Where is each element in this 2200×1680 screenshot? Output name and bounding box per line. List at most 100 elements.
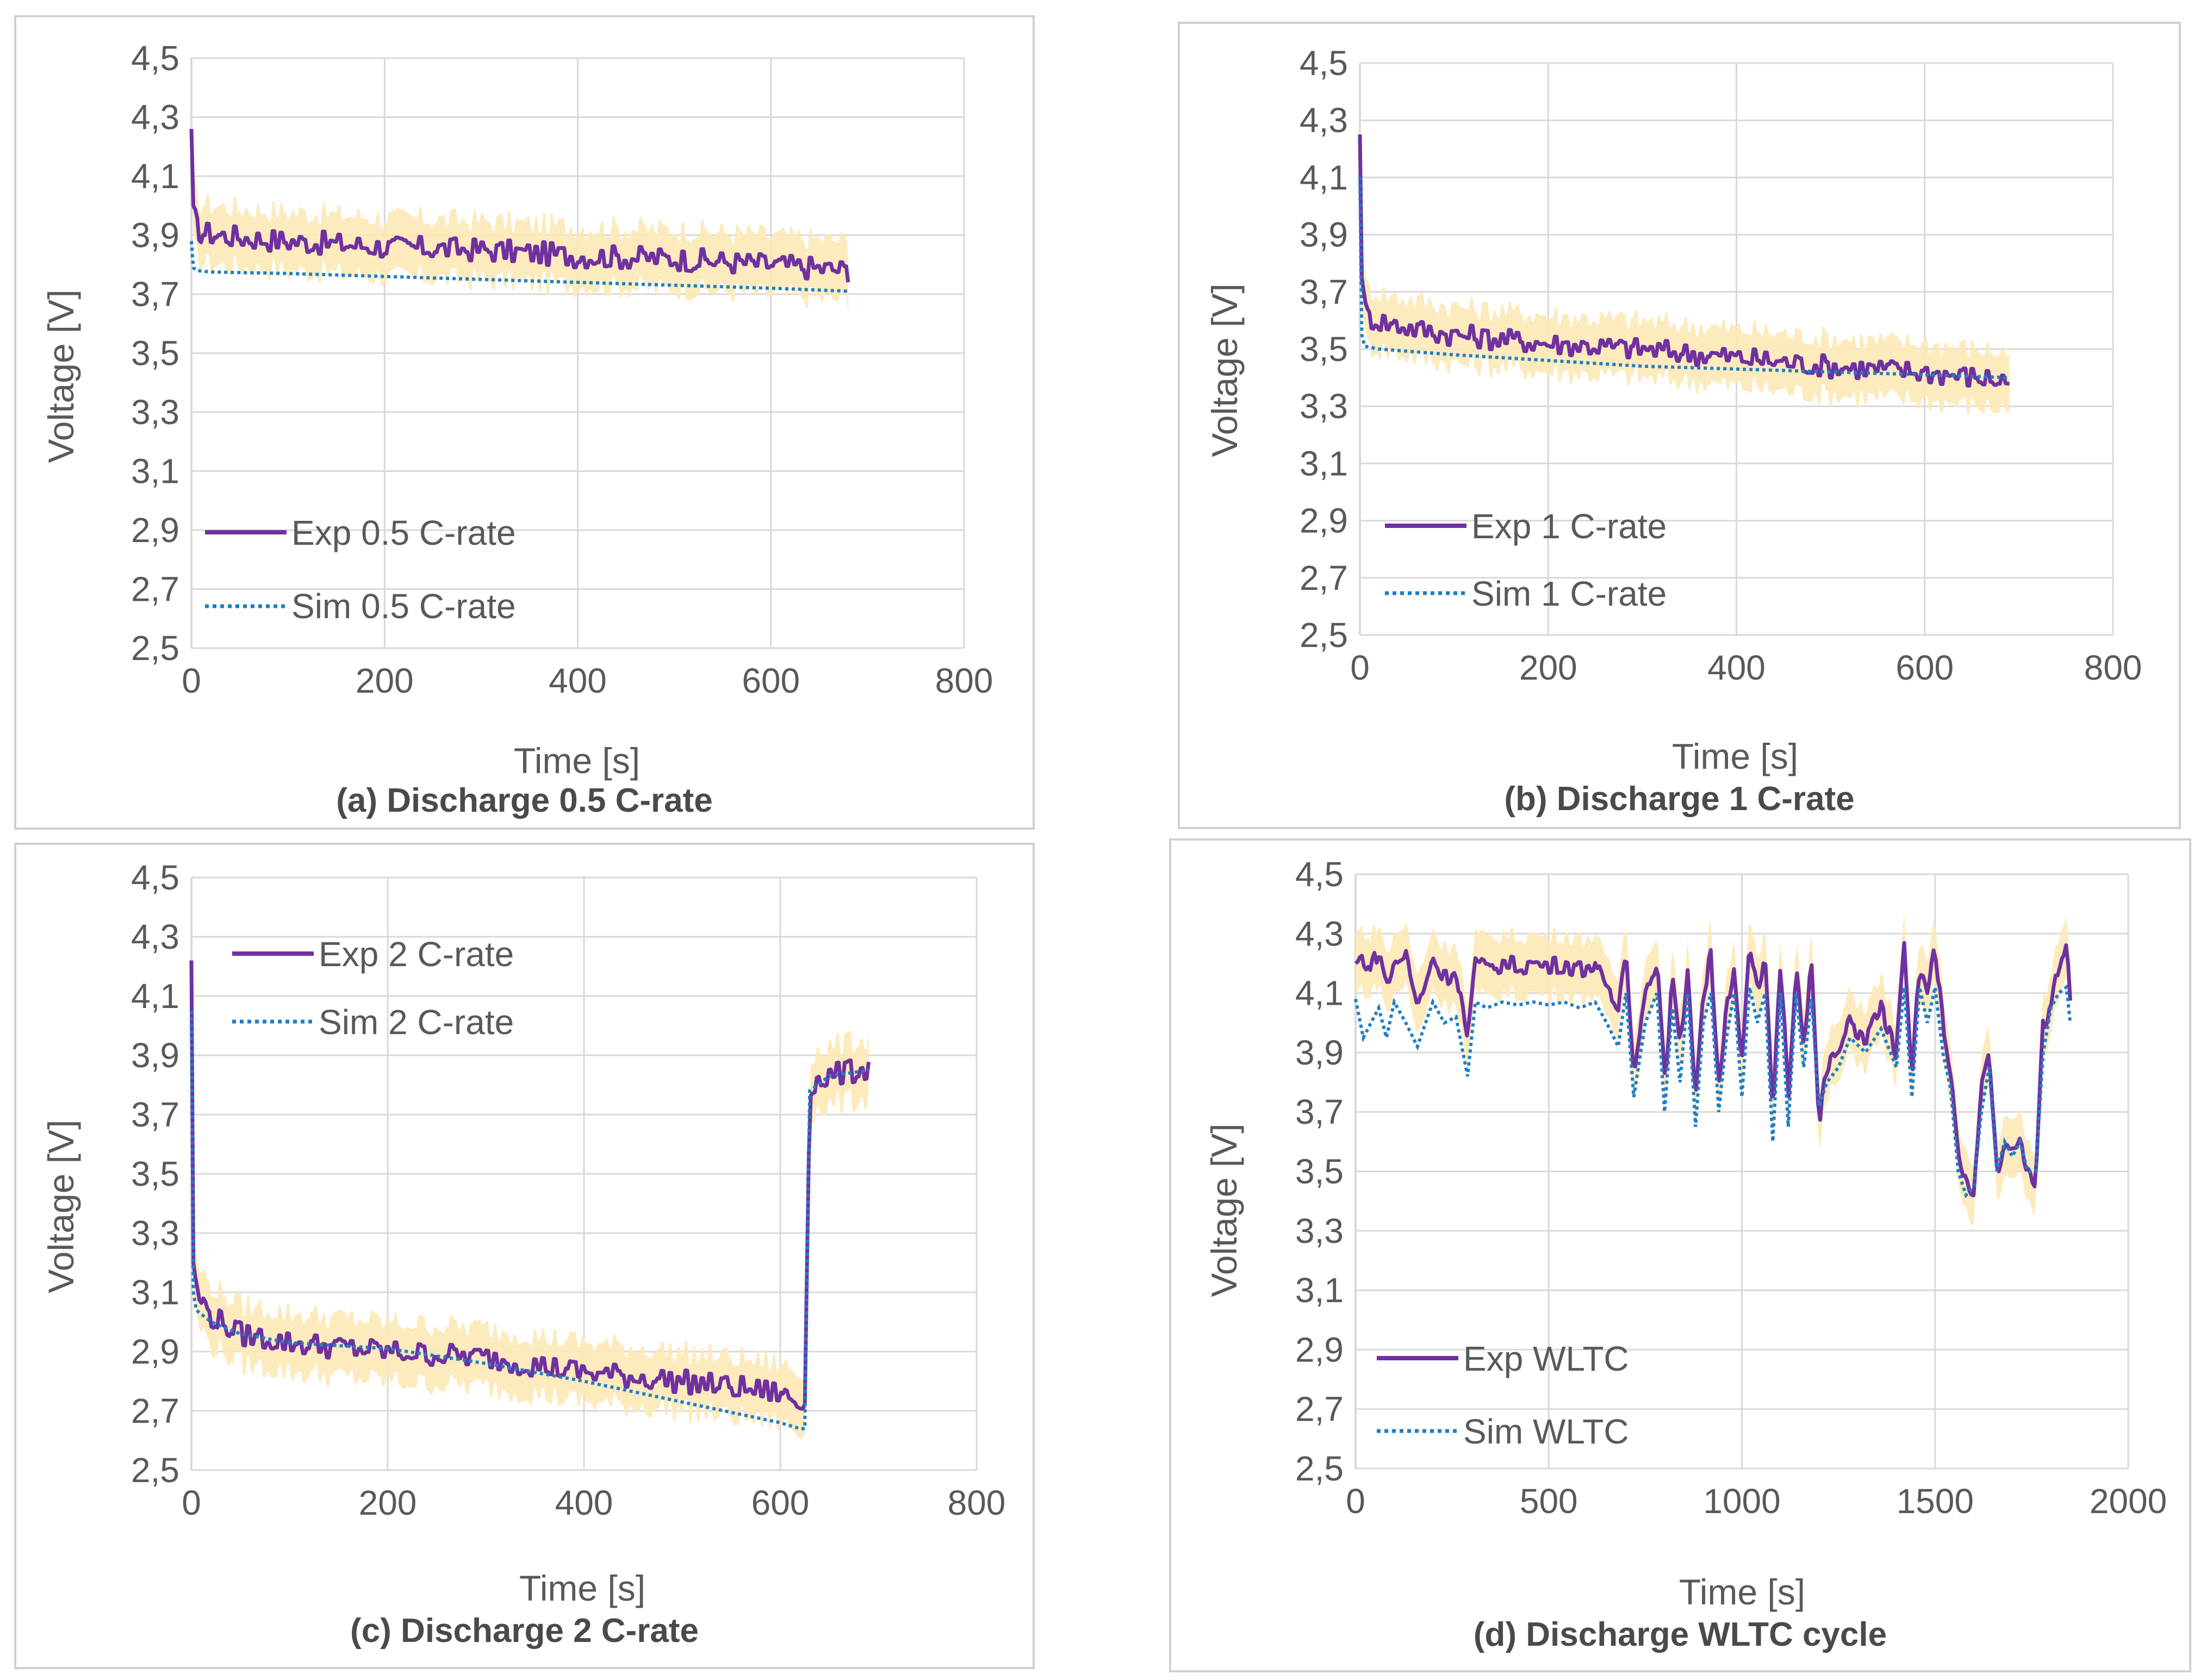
y-tick-label: 3,5 xyxy=(1295,1152,1344,1191)
bands-b xyxy=(1360,105,2010,414)
y-tick-label: 3,1 xyxy=(1300,444,1348,483)
x-tick-label: 200 xyxy=(359,1483,417,1522)
y-tick-label: 3,5 xyxy=(1300,329,1348,369)
chart-caption-b: (b) Discharge 1 C-rate xyxy=(1504,780,1855,818)
y-tick-label: 2,5 xyxy=(1295,1449,1344,1488)
legend-label-exp: Exp WLTC xyxy=(1463,1339,1629,1378)
x-tick-label: 0 xyxy=(1346,1482,1365,1521)
y-tick-label: 4,3 xyxy=(1295,914,1344,953)
y-tick-label: 4,3 xyxy=(131,98,179,137)
y-tick-label: 2,9 xyxy=(131,1332,179,1371)
ticks-a: 2,5 2,7 2,9 3,1 3,3 3,5 3,7 3,9 4,1 4,3 4,5 0 200 400… xyxy=(131,39,993,700)
series-a xyxy=(189,129,850,293)
chart-svg-c: 2,5 2,7 2,9 3,1 3,3 3,5 3,7 3,9 4,1 4,3 4,5 0 200 400… xyxy=(41,858,1005,1608)
x-tick-label: 800 xyxy=(948,1483,1006,1522)
ticks-d: 2,5 2,7 2,9 3,1 3,3 3,5 3,7 3,9 4,1 4,3 4,5 0 500 100… xyxy=(1295,855,2167,1521)
y-axis-title: Voltage [V] xyxy=(1204,1123,1244,1297)
series-line-exp xyxy=(189,129,850,283)
y-tick-label: 3,9 xyxy=(1295,1033,1344,1072)
legend-label-exp: Exp 2 C-rate xyxy=(319,935,514,974)
chart-svg-b: 2,5 2,7 2,9 3,1 3,3 3,5 3,7 3,9 4,1 4,3 4,5 0 200 400… xyxy=(1204,43,2142,776)
y-tick-label: 3,9 xyxy=(131,216,179,255)
chart-panel-d: 2,5 2,7 2,9 3,1 3,3 3,5 3,7 3,9 4,1 4,3 4,5 0 500 100… xyxy=(1169,838,2191,1672)
y-tick-label: 3,3 xyxy=(1295,1211,1344,1250)
x-tick-label: 400 xyxy=(1707,648,1766,687)
y-tick-label: 4,3 xyxy=(1300,101,1348,140)
series-line-sim xyxy=(1354,984,2072,1199)
legend-label-sim: Sim WLTC xyxy=(1463,1412,1629,1451)
y-tick-label: 3,7 xyxy=(1300,272,1348,312)
x-tick-label: 0 xyxy=(1350,648,1370,687)
legend-label-exp: Exp 1 C-rate xyxy=(1471,507,1667,546)
y-tick-label: 3,7 xyxy=(1295,1092,1344,1131)
x-tick-label: 800 xyxy=(935,661,993,700)
error-band xyxy=(1356,913,2071,1225)
y-tick-label: 4,1 xyxy=(1300,158,1348,197)
x-axis-title: Time [s] xyxy=(1672,736,1798,776)
ticks-b: 2,5 2,7 2,9 3,1 3,3 3,5 3,7 3,9 4,1 4,3 4,5 0 200 400… xyxy=(1300,43,2142,687)
y-tick-label: 3,1 xyxy=(1295,1271,1344,1310)
x-tick-label: 0 xyxy=(182,1483,201,1522)
error-band xyxy=(191,931,869,1439)
chart-caption-d: (d) Discharge WLTC cycle xyxy=(1473,1616,1887,1653)
chart-panel-b: 2,5 2,7 2,9 3,1 3,3 3,5 3,7 3,9 4,1 4,3 4,5 0 200 400… xyxy=(1178,22,2181,829)
error-band xyxy=(1360,105,2010,414)
y-tick-label: 3,7 xyxy=(131,275,179,314)
y-tick-label: 3,7 xyxy=(131,1095,179,1134)
y-tick-label: 4,5 xyxy=(131,858,179,897)
legend-label-sim: Sim 2 C-rate xyxy=(319,1003,514,1042)
grid-a xyxy=(190,57,965,649)
y-tick-label: 4,5 xyxy=(1295,855,1344,894)
y-tick-label: 2,5 xyxy=(1300,615,1348,655)
ticks-c: 2,5 2,7 2,9 3,1 3,3 3,5 3,7 3,9 4,1 4,3 4,5 0 200 400… xyxy=(131,858,1005,1522)
chart-svg-a: 2,5 2,7 2,9 3,1 3,3 3,5 3,7 3,9 4,1 4,3 4,5 0 200 400… xyxy=(41,39,993,781)
y-tick-label: 4,5 xyxy=(1300,43,1348,83)
x-tick-label: 600 xyxy=(1896,648,1954,687)
y-tick-label: 4,1 xyxy=(131,976,179,1016)
x-tick-label: 400 xyxy=(555,1483,613,1522)
chart-svg-d: 2,5 2,7 2,9 3,1 3,3 3,5 3,7 3,9 4,1 4,3 4,5 0 500 100… xyxy=(1204,855,2167,1612)
x-tick-label: 200 xyxy=(1519,648,1577,687)
y-tick-label: 4,1 xyxy=(1295,974,1344,1013)
chart-caption-a: (a) Discharge 0.5 C-rate xyxy=(336,782,713,819)
series-b xyxy=(1358,134,2010,388)
series-line-sim xyxy=(1358,177,2010,379)
y-tick-label: 3,9 xyxy=(1300,215,1348,254)
x-tick-label: 1000 xyxy=(1703,1482,1780,1521)
series-d xyxy=(1354,941,2072,1199)
x-axis-title: Time [s] xyxy=(514,741,640,781)
x-tick-label: 400 xyxy=(549,661,607,700)
y-tick-label: 3,5 xyxy=(131,334,179,373)
series-line-exp xyxy=(189,960,871,1411)
y-tick-label: 2,5 xyxy=(131,629,179,668)
y-tick-label: 2,7 xyxy=(1300,558,1348,598)
bands-d xyxy=(1356,913,2071,1225)
x-axis-title: Time [s] xyxy=(1679,1572,1805,1612)
series-line-exp xyxy=(1358,134,2010,388)
y-tick-label: 2,9 xyxy=(131,511,179,550)
x-tick-label: 800 xyxy=(2084,648,2142,687)
series-line-exp xyxy=(1354,941,2072,1198)
y-tick-label: 3,1 xyxy=(131,452,179,491)
x-tick-label: 500 xyxy=(1520,1482,1578,1521)
y-tick-label: 3,9 xyxy=(131,1036,179,1075)
x-tick-label: 0 xyxy=(182,661,201,700)
y-tick-label: 2,9 xyxy=(1295,1330,1344,1369)
y-axis-title: Voltage [V] xyxy=(41,289,81,463)
legend-label-exp: Exp 0.5 C-rate xyxy=(291,513,516,552)
series-line-sim xyxy=(190,1011,869,1430)
y-tick-label: 3,1 xyxy=(131,1273,179,1312)
y-tick-label: 3,3 xyxy=(131,393,179,432)
y-tick-label: 2,9 xyxy=(1300,501,1348,540)
bands-c xyxy=(191,931,869,1439)
chart-panel-a: 2,5 2,7 2,9 3,1 3,3 3,5 3,7 3,9 4,1 4,3 4,5 0 200 400… xyxy=(14,15,1035,830)
x-tick-label: 200 xyxy=(356,661,414,700)
y-axis-title: Voltage [V] xyxy=(1204,283,1245,457)
y-tick-label: 2,7 xyxy=(131,1391,179,1430)
x-tick-label: 1500 xyxy=(1897,1482,1974,1521)
x-tick-label: 2000 xyxy=(2090,1482,2167,1521)
chart-panel-c: 2,5 2,7 2,9 3,1 3,3 3,5 3,7 3,9 4,1 4,3 4,5 0 200 400… xyxy=(14,843,1035,1669)
y-tick-label: 4,5 xyxy=(131,39,179,78)
y-tick-label: 3,5 xyxy=(131,1154,179,1193)
legend-label-sim: Sim 0.5 C-rate xyxy=(291,587,516,626)
